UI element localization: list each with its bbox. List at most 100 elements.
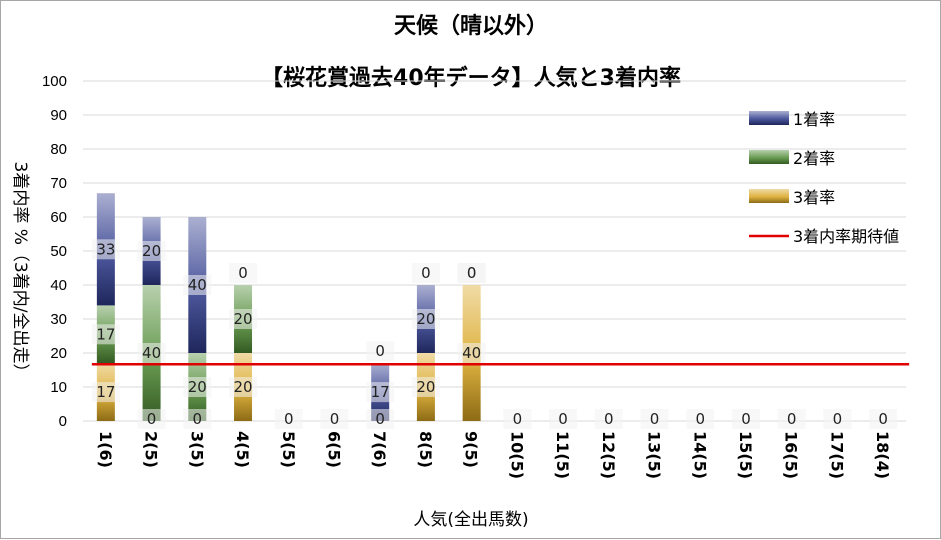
data-label-bg xyxy=(686,409,715,429)
data-label-bg xyxy=(869,409,898,429)
data-label-bg xyxy=(229,377,258,397)
x-tick-label: 7(6) xyxy=(370,431,389,468)
data-label: 17 xyxy=(96,383,115,401)
data-label: 40 xyxy=(142,344,161,362)
data-label-bg xyxy=(366,382,395,403)
legend-label: 3着率 xyxy=(793,188,835,207)
data-label-bg xyxy=(274,409,303,429)
data-label-bg xyxy=(366,341,395,362)
y-tick-label: 0 xyxy=(59,413,67,430)
x-axis-label: 人気(全出馬数) xyxy=(413,510,528,530)
data-label-bg xyxy=(91,382,120,403)
x-tick-label: 2(5) xyxy=(142,431,161,468)
chart-subtitle: 【桜花賞過去40年データ】人気と3着内率 xyxy=(261,65,681,91)
data-label: 0 xyxy=(695,410,705,428)
x-tick-label: 3(5) xyxy=(187,431,206,468)
data-label-bg xyxy=(731,409,760,429)
x-tick-label: 12(5) xyxy=(599,431,618,479)
y-axis-label: 3着内率 %（3着内/全出走） xyxy=(10,162,30,381)
gridlines xyxy=(83,80,906,422)
y-tick-label: 80 xyxy=(50,141,67,158)
data-label: 0 xyxy=(604,410,614,428)
data-label: 0 xyxy=(375,410,385,428)
y-tick-label: 90 xyxy=(50,107,67,124)
x-tick-label: 4(5) xyxy=(233,431,252,468)
data-label-bg xyxy=(823,409,852,429)
data-label: 20 xyxy=(142,242,161,260)
legend-label: 3着内率期待値 xyxy=(793,227,899,246)
y-tick-label: 40 xyxy=(50,277,67,294)
x-tick-label: 10(5) xyxy=(507,431,526,479)
data-label-bg xyxy=(549,409,578,429)
y-tick-label: 30 xyxy=(50,311,67,328)
data-label-bg xyxy=(137,241,166,261)
x-tick-label: 18(4) xyxy=(873,431,892,479)
data-label-bg xyxy=(183,275,212,295)
data-label: 0 xyxy=(147,410,157,428)
x-tick-label: 6(5) xyxy=(324,431,343,468)
data-label: 20 xyxy=(416,378,435,396)
x-tick-label: 13(5) xyxy=(645,431,664,479)
y-tick-label: 20 xyxy=(50,345,67,362)
data-label: 0 xyxy=(193,410,203,428)
data-label: 0 xyxy=(284,410,294,428)
data-label-bg xyxy=(594,409,623,429)
chart-title: 天候（晴以外） xyxy=(394,13,548,39)
data-label: 0 xyxy=(558,410,568,428)
y-tick-label: 50 xyxy=(50,243,67,260)
data-label: 0 xyxy=(238,264,248,282)
data-label-bg xyxy=(457,263,486,283)
legend-label: 2着率 xyxy=(793,149,835,168)
data-label-bg xyxy=(183,377,212,397)
data-label: 0 xyxy=(330,410,340,428)
data-label-bg xyxy=(320,409,349,429)
data-label: 0 xyxy=(513,410,523,428)
legend-swatch xyxy=(749,111,789,125)
data-label-bg xyxy=(183,409,212,429)
data-label-bg xyxy=(411,309,440,329)
y-tick-label: 10 xyxy=(50,379,67,396)
data-label-bg xyxy=(411,263,440,283)
data-label-bg xyxy=(503,409,532,429)
data-label-bg xyxy=(366,409,395,429)
x-tick-label: 5(5) xyxy=(279,431,298,468)
x-tick-label: 16(5) xyxy=(782,431,801,479)
data-label: 0 xyxy=(421,264,431,282)
x-tick-label: 15(5) xyxy=(736,431,755,479)
data-label: 0 xyxy=(375,342,385,360)
data-label-bg xyxy=(229,263,258,283)
data-label-bg xyxy=(457,343,486,363)
legend-swatch xyxy=(749,150,789,164)
data-label-bg xyxy=(229,309,258,329)
data-label: 0 xyxy=(787,410,797,428)
data-label: 0 xyxy=(741,410,751,428)
legend-label: 1着率 xyxy=(793,110,835,129)
x-tick-label: 1(6) xyxy=(96,431,115,468)
data-label: 17 xyxy=(96,325,115,343)
data-label: 20 xyxy=(188,378,207,396)
y-tick-label: 100 xyxy=(42,73,67,90)
data-label: 0 xyxy=(878,410,888,428)
data-label-bg xyxy=(411,377,440,397)
data-label-bg xyxy=(91,239,120,260)
x-tick-label: 9(5) xyxy=(462,431,481,468)
data-label: 20 xyxy=(233,378,252,396)
y-tick-label: 70 xyxy=(50,175,67,192)
data-label: 20 xyxy=(416,310,435,328)
data-label: 0 xyxy=(467,264,477,282)
x-tick-label: 14(5) xyxy=(690,431,709,479)
x-tick-label: 11(5) xyxy=(553,431,572,479)
data-label: 0 xyxy=(833,410,843,428)
data-label-bg xyxy=(137,409,166,429)
x-tick-label: 8(5) xyxy=(416,431,435,468)
x-tick-label: 17(5) xyxy=(827,431,846,479)
data-labels: 17 17 33 0 40 20 0 20 40 20 20 0 0 0 0 0 17 20 0 20 40 0 0 0 0 0 0… xyxy=(91,239,898,429)
data-label-bg xyxy=(777,409,806,429)
data-label: 40 xyxy=(188,276,207,294)
data-label: 20 xyxy=(233,310,252,328)
data-label: 33 xyxy=(96,240,115,258)
data-label: 0 xyxy=(650,410,660,428)
data-label: 40 xyxy=(462,344,481,362)
data-label-bg xyxy=(137,343,166,363)
